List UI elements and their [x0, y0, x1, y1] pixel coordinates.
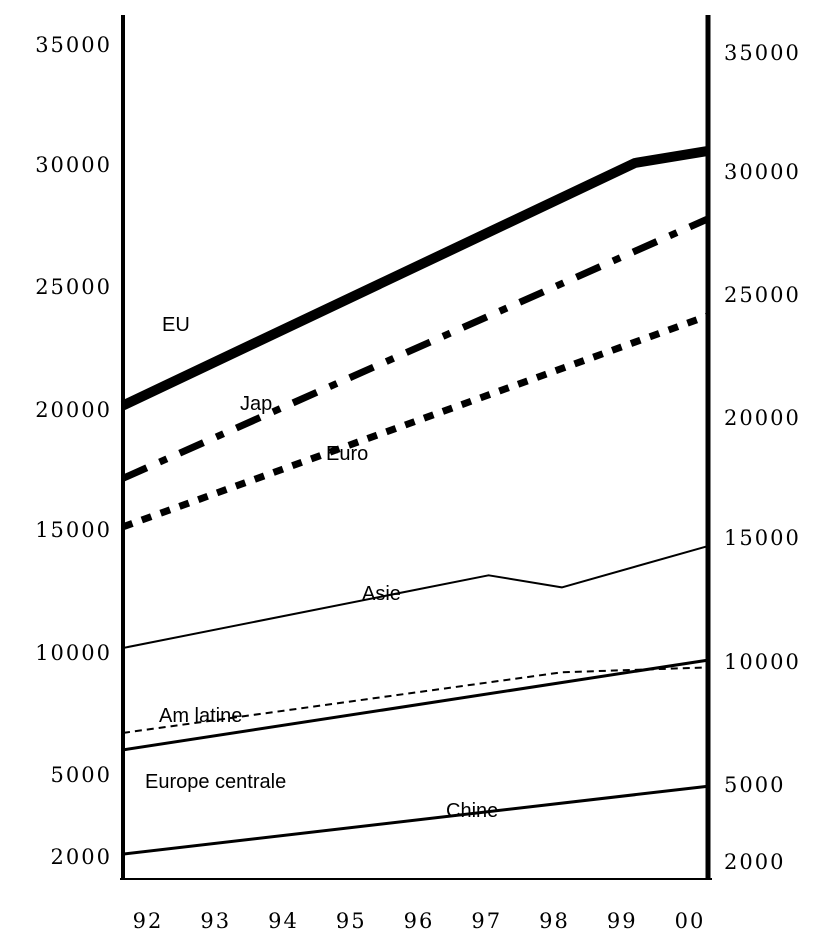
y-tick-right: 25000	[724, 283, 801, 307]
series-label-asie: Asie	[362, 583, 401, 605]
series-line-euro	[121, 312, 710, 531]
x-tick: 97	[471, 909, 502, 933]
x-tick: 99	[607, 909, 638, 933]
series-line-europe-centrale	[122, 658, 709, 752]
y-tick-right: 5000	[724, 773, 785, 797]
series-label-euro: Euro	[326, 443, 368, 465]
y-tick-left: 20000	[35, 398, 112, 422]
series-line-eu	[120, 145, 709, 411]
x-axis-ticks: 92 93 94 95 96 97 98 99 00	[133, 909, 706, 933]
x-tick: 95	[336, 909, 367, 933]
x-tick: 00	[675, 909, 706, 933]
series-label-eu: EU	[162, 314, 190, 336]
x-tick: 98	[539, 909, 570, 933]
series-line-chine	[122, 784, 709, 856]
y-tick-right: 2000	[724, 850, 785, 874]
series-label-europe-centrale: Europe centrale	[145, 771, 286, 793]
series-line-asie	[122, 545, 709, 649]
y-axis-left-ticks: 35000 30000 25000 20000 15000 10000 5000 2000	[35, 33, 112, 869]
x-tick: 94	[268, 909, 299, 933]
series-line-jap	[121, 215, 710, 482]
x-tick: 96	[404, 909, 435, 933]
series-label-chine: Chine	[446, 800, 498, 822]
y-tick-right: 30000	[724, 160, 801, 184]
y-tick-left: 10000	[35, 641, 112, 665]
series-lines	[120, 145, 710, 856]
series-label-jap: Jap	[240, 393, 272, 415]
y-tick-right: 35000	[724, 41, 801, 65]
y-tick-left: 5000	[51, 763, 112, 787]
series-labels: EU Jap Euro Asie Am latine Europe centrale Chi…	[145, 314, 498, 822]
series-label-am-latine: Am latine	[159, 705, 242, 727]
y-tick-left: 15000	[35, 518, 112, 542]
y-tick-right: 20000	[724, 406, 801, 430]
x-tick: 93	[200, 909, 231, 933]
y-axis-right-ticks: 35000 30000 25000 20000 15000 10000 5000 2000	[724, 41, 801, 874]
y-tick-left: 30000	[35, 153, 112, 177]
y-tick-left: 2000	[51, 845, 112, 869]
y-tick-left: 25000	[35, 275, 112, 299]
y-tick-right: 15000	[724, 526, 801, 550]
x-tick: 92	[133, 909, 164, 933]
y-tick-right: 10000	[724, 650, 801, 674]
y-tick-left: 35000	[35, 33, 112, 57]
